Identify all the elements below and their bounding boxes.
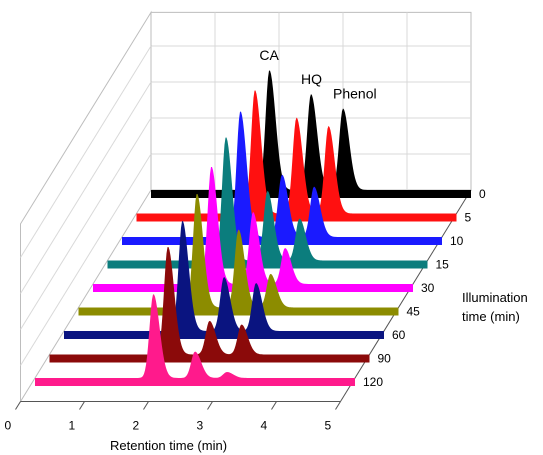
series-90	[49, 247, 370, 363]
x-tick-label: 5	[325, 419, 332, 433]
series-60	[64, 221, 384, 339]
row-label-90: 90	[378, 352, 392, 366]
row-label-45: 45	[407, 305, 421, 319]
left-grid-line	[20, 117, 152, 330]
x-tick-label: 4	[261, 419, 268, 433]
row-label-30: 30	[421, 281, 435, 295]
series-area-45	[78, 194, 399, 316]
row-label-120: 120	[363, 375, 383, 389]
x-tick-mark	[15, 401, 21, 410]
left-wall	[20, 10, 152, 404]
row-label-10: 10	[450, 234, 464, 248]
x-tick-label: 2	[133, 419, 140, 433]
series-30	[93, 167, 413, 292]
row-label-15: 15	[436, 258, 450, 272]
series-45	[78, 194, 399, 316]
depth-axis-title-line: Illumination	[462, 290, 528, 305]
series-10	[122, 111, 442, 245]
peak-label-ca: CA	[259, 47, 279, 63]
peak-label-phenol: Phenol	[333, 85, 377, 101]
x-tick-mark	[79, 401, 85, 410]
series-area-15	[107, 137, 428, 269]
x-tick-label: 3	[197, 419, 204, 433]
series-5	[136, 90, 457, 222]
x-tick-mark	[207, 401, 213, 410]
row-label-60: 60	[392, 328, 406, 342]
series-area-30	[93, 167, 413, 292]
x-tick-mark	[271, 401, 277, 410]
series-area-60	[64, 221, 384, 339]
peak-label-hq: HQ	[301, 71, 322, 87]
row-label-5: 5	[465, 211, 472, 225]
series-layer	[35, 70, 471, 386]
series-0	[151, 70, 471, 198]
row-label-0: 0	[479, 187, 486, 201]
series-15	[107, 137, 428, 269]
x-axis-title: Retention time (min)	[110, 438, 227, 453]
series-120	[35, 294, 355, 386]
x-tick-mark	[143, 401, 149, 410]
x-tick-label: 1	[69, 419, 76, 433]
depth-axis-title-line: time (min)	[462, 309, 520, 324]
left-grid-line	[20, 153, 152, 366]
left-grid-line	[20, 81, 152, 294]
series-area-120	[35, 294, 355, 386]
x-tick-label: 0	[5, 419, 12, 433]
series-area-90	[49, 247, 370, 363]
depth-axis-line	[340, 189, 472, 402]
series-area-0	[151, 70, 471, 198]
x-tick-mark	[335, 401, 341, 410]
series-area-10	[122, 111, 442, 245]
series-area-5	[136, 90, 457, 222]
left-grid-line	[20, 45, 152, 258]
